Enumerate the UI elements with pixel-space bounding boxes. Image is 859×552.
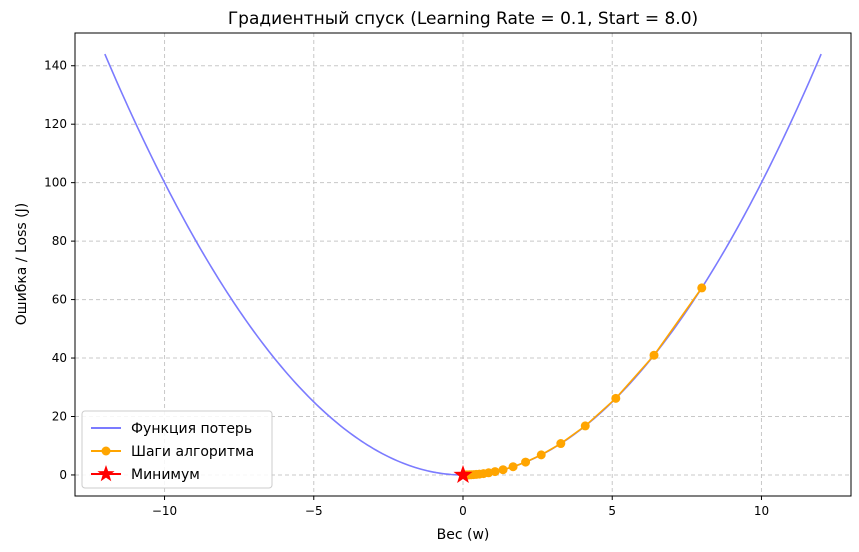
legend-star-icon — [97, 465, 115, 482]
algorithm-step-point — [697, 283, 707, 293]
algorithm-step-point — [580, 421, 590, 431]
algorithm-step-point — [498, 465, 508, 475]
y-tick-label: 140 — [44, 59, 67, 73]
y-axis-title: Ошибка / Loss (J) — [14, 203, 30, 325]
minimum-star-marker — [453, 464, 473, 484]
algorithm-step-point — [521, 457, 531, 467]
legend-label-loss: Функция потерь — [131, 421, 252, 437]
plot-area — [104, 53, 822, 484]
y-tick-label: 80 — [52, 234, 67, 248]
algorithm-step-point — [536, 450, 546, 460]
x-axis-title: Вес (w) — [437, 527, 490, 543]
legend-label-minimum: Минимум — [131, 467, 200, 483]
legend-label-steps: Шаги алгоритма — [131, 444, 254, 460]
y-tick-label: 0 — [59, 468, 67, 482]
algorithm-step-point — [611, 393, 621, 403]
algorithm-step-point — [649, 350, 659, 360]
legend-frame — [81, 410, 273, 489]
x-tick-label: 10 — [754, 504, 769, 518]
y-tick-label: 20 — [52, 409, 67, 423]
x-tick-label: 0 — [459, 504, 467, 518]
y-tick-label: 100 — [44, 176, 67, 190]
algorithm-step-point — [556, 439, 566, 449]
legend-marker-steps — [101, 446, 111, 456]
legend: Функция потерь Шаги алгоритма Минимум — [81, 410, 273, 489]
y-tick-label: 60 — [52, 293, 67, 307]
x-tick-label: −10 — [152, 504, 177, 518]
y-tick-label: 120 — [44, 117, 67, 131]
x-tick-label: 5 — [608, 504, 616, 518]
algorithm-steps-line — [465, 287, 703, 476]
x-tick-label: −5 — [305, 504, 323, 518]
algorithm-step-point — [508, 462, 518, 472]
chart-title: Градиентный спуск (Learning Rate = 0.1, … — [228, 9, 698, 29]
y-tick-label: 40 — [52, 351, 67, 365]
